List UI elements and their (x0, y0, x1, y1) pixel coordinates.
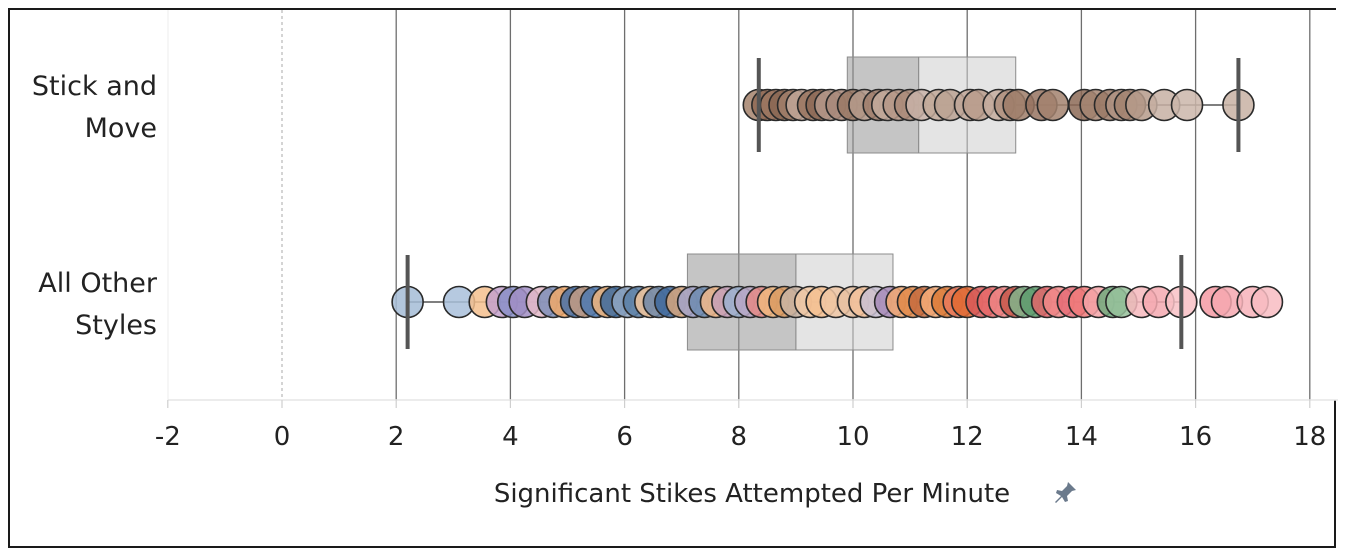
row-label: All Other Styles (38, 268, 158, 341)
row-label: Stick and Move (32, 71, 157, 144)
x-tick-label: 12 (951, 422, 984, 452)
data-point[interactable] (1036, 88, 1070, 122)
x-tick-label: 14 (1065, 422, 1098, 452)
x-tick-label: 10 (836, 422, 869, 452)
pin-icon[interactable] (1055, 482, 1076, 503)
whiskers (405, 58, 1241, 349)
x-axis-title: Significant Stikes Attempted Per Minute (494, 479, 1010, 509)
x-tick-label: 0 (274, 422, 291, 452)
data-points (391, 88, 1284, 319)
x-tick-label: 8 (731, 422, 748, 452)
x-tick-label: 18 (1293, 422, 1326, 452)
data-point[interactable] (1250, 285, 1284, 319)
x-tick-label: 2 (388, 422, 405, 452)
x-tick-label: 4 (502, 422, 519, 452)
x-tick-label: 16 (1179, 422, 1212, 452)
data-point[interactable] (1170, 88, 1204, 122)
x-axis: -2 0 2 4 6 8 10 12 14 16 18 (155, 399, 1338, 452)
x-tick-label: 6 (616, 422, 633, 452)
row-labels: Stick and Move All Other Styles (32, 71, 158, 341)
x-tick-label: -2 (155, 422, 181, 452)
